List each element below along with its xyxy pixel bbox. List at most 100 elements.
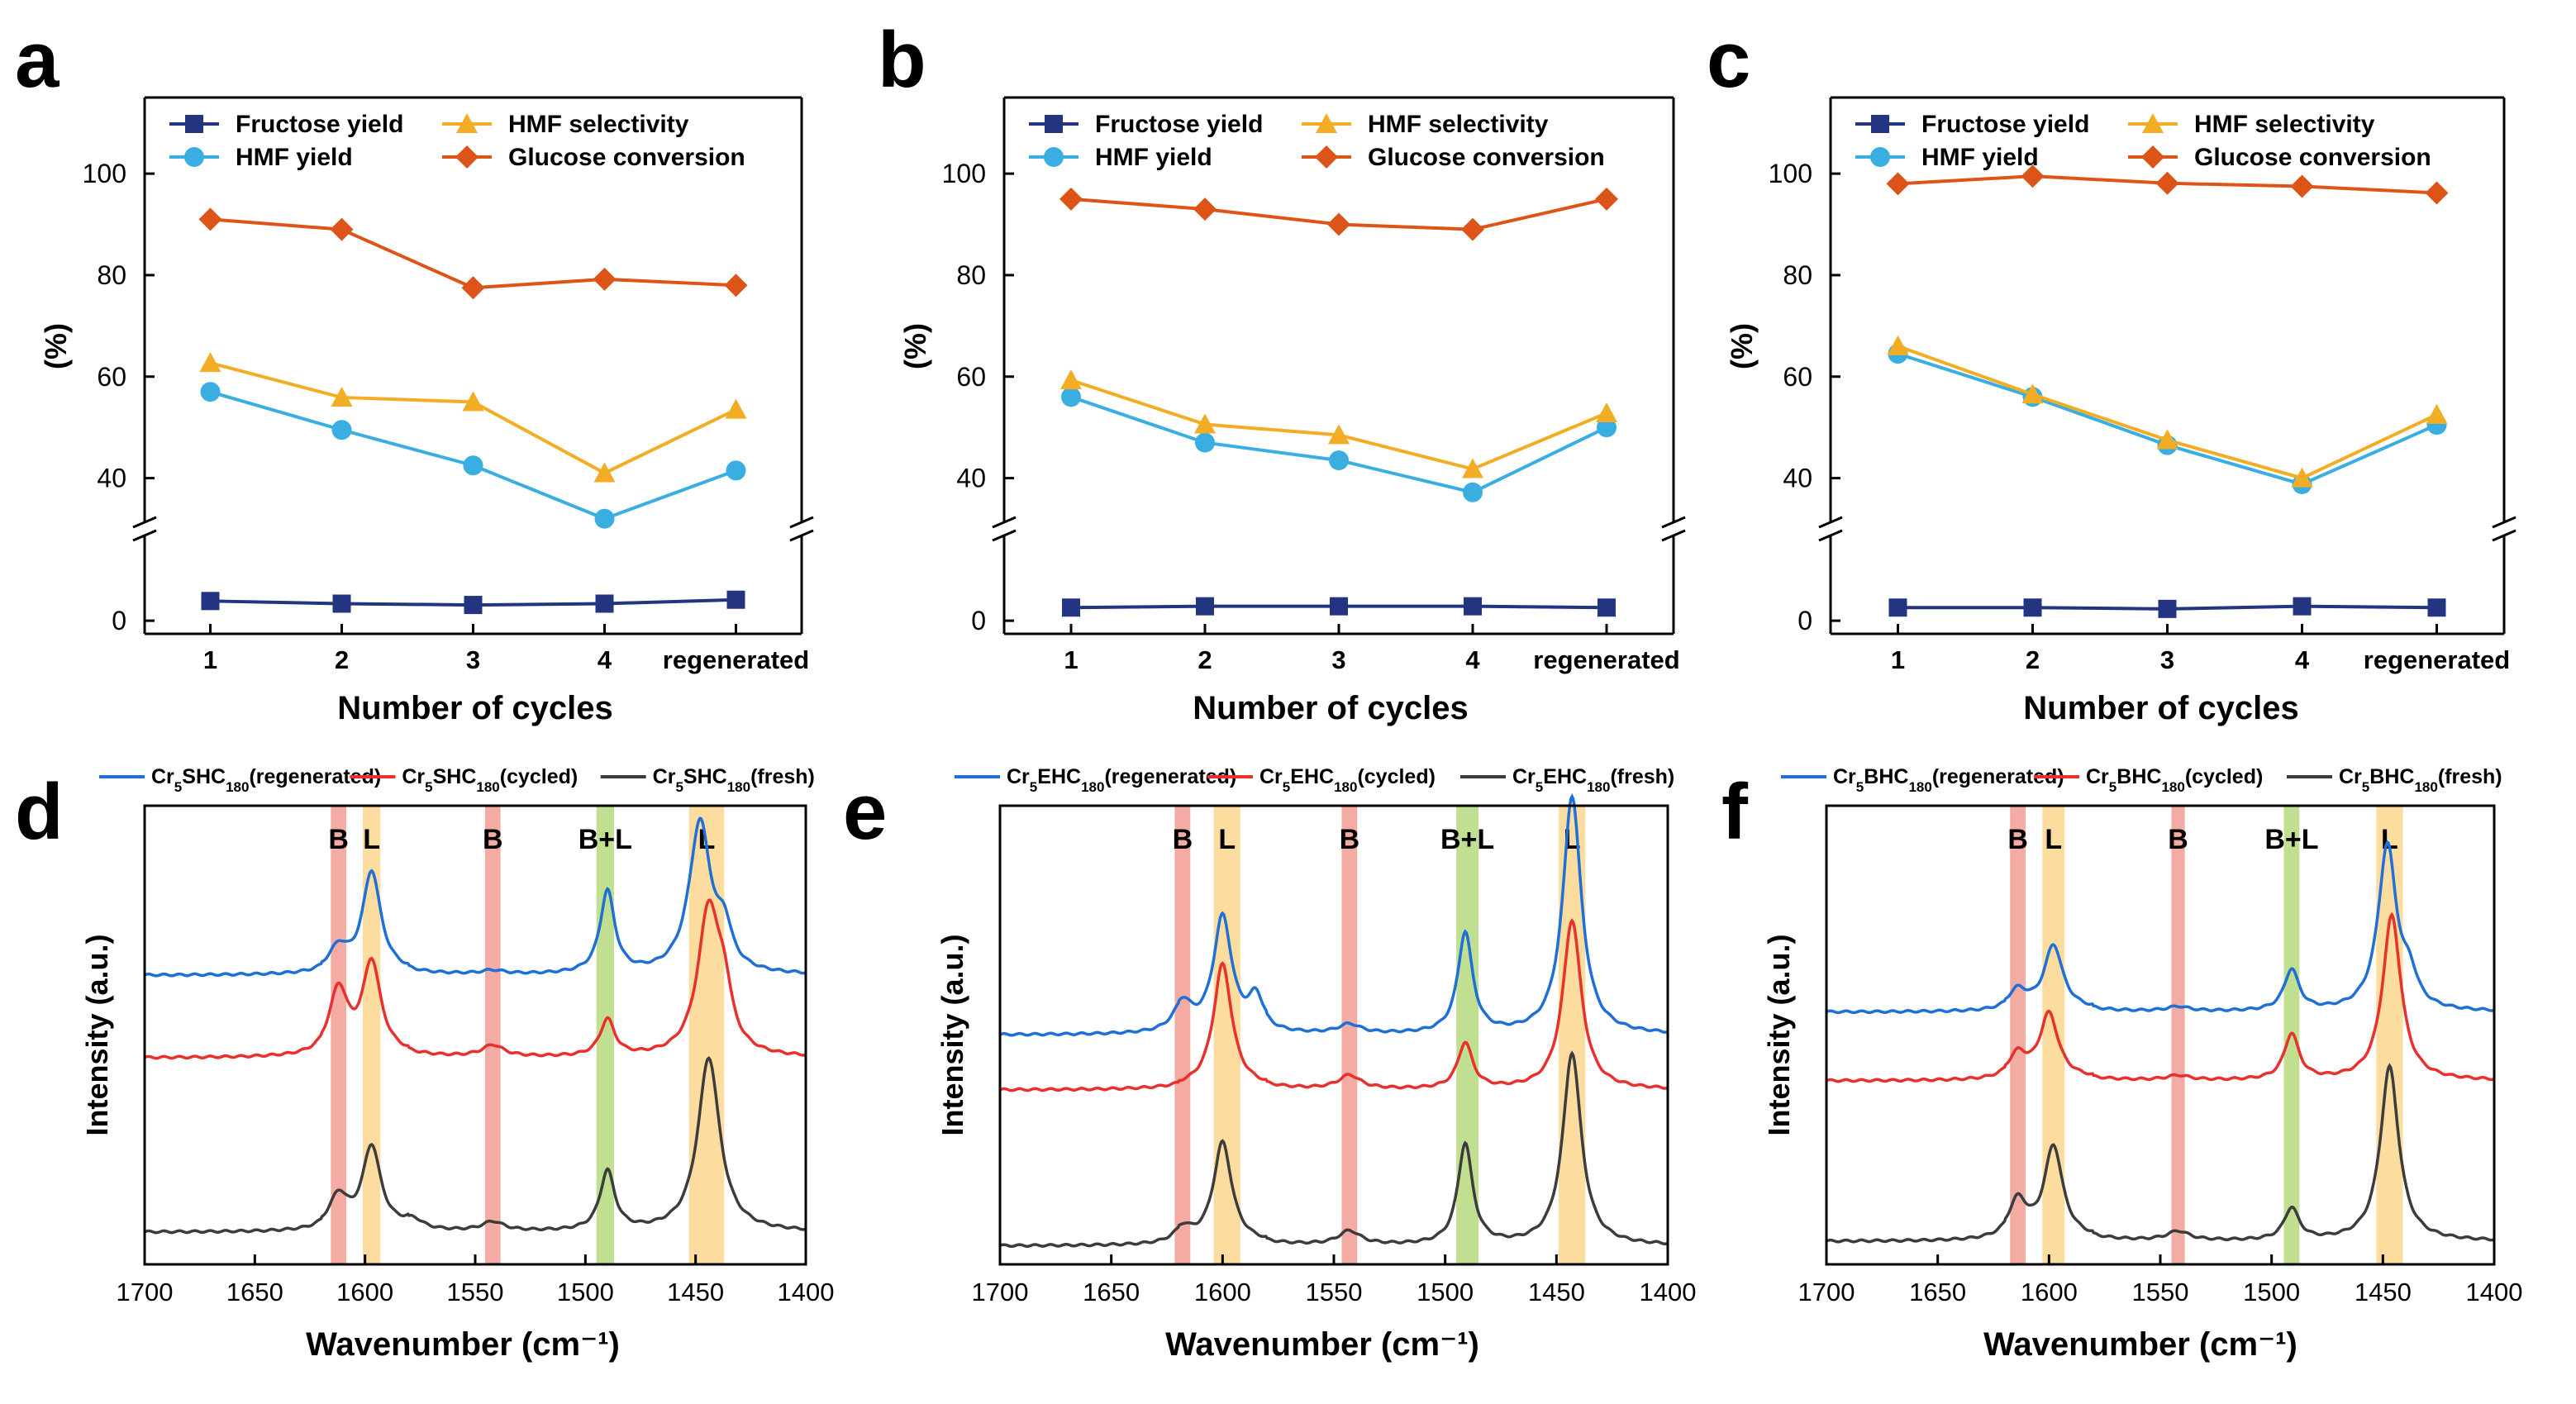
x-tick-label: 1600 [2021, 1278, 2078, 1306]
data-point-hmf_yield [594, 508, 615, 529]
data-point-hmf_sel [2291, 467, 2313, 488]
legend-subscript: 180 [2414, 779, 2437, 795]
spectrum-regenerated [144, 816, 807, 978]
legend-label-cycled: Cr5SHC180(cycled) [402, 765, 578, 795]
band-label: L [363, 824, 380, 855]
y-tick-label: 80 [97, 260, 126, 290]
legend-label-fructose: Fructose yield [236, 111, 403, 138]
data-point-hmf_sel [1194, 413, 1216, 434]
y-axis-title: (%) [1725, 323, 1759, 369]
legend-text: SHC [433, 765, 477, 788]
legend-label-cycled: Cr5EHC180(cycled) [1259, 765, 1436, 795]
data-point-fructose [726, 590, 745, 609]
legend-subscript: 180 [1081, 779, 1104, 795]
x-tick-label: 1500 [557, 1278, 614, 1306]
data-point-glucose [198, 207, 222, 231]
x-tick-label: 1650 [1909, 1278, 1966, 1306]
legend-marker-hmf_sel [456, 113, 478, 133]
legend-label-fructose: Fructose yield [1095, 111, 1263, 138]
x-tick-label: 3 [466, 645, 480, 674]
legend-subscript: 180 [1334, 779, 1357, 795]
y-tick-label: 60 [97, 362, 126, 392]
legend-subscript: 5 [675, 779, 683, 795]
panel-label-e: e [843, 768, 887, 856]
data-point-hmf_yield [1463, 482, 1483, 502]
data-point-hmf_yield [1195, 432, 1215, 453]
legend-text: Cr [402, 765, 425, 788]
x-tick-label: 3 [2160, 645, 2174, 674]
y-tick-label: 0 [1797, 606, 1812, 635]
legend-text: EHC [1290, 765, 1334, 788]
legend-subscript: 180 [476, 779, 499, 795]
x-tick-label: 1 [1064, 645, 1078, 674]
legend-subscript: 180 [1587, 779, 1610, 795]
legend-label-fresh: Cr5EHC180(fresh) [1512, 765, 1674, 795]
legend-text: Cr [1007, 765, 1030, 788]
data-point-hmf_sel [2156, 429, 2178, 450]
x-tick-label: 4 [1465, 645, 1480, 674]
data-point-fructose [1062, 598, 1080, 617]
legend-label-cycled: Cr5BHC180(cycled) [2086, 765, 2263, 795]
legend-label-hmf_sel: HMF selectivity [1368, 111, 1549, 138]
legend-text: Cr [1833, 765, 1856, 788]
data-point-glucose [1327, 212, 1350, 236]
band-BL [1456, 806, 1479, 1264]
legend-text: Cr [1512, 765, 1536, 788]
data-point-fructose [464, 596, 483, 615]
legend-label-glucose: Glucose conversion [508, 144, 745, 171]
data-point-hmf_yield [1061, 387, 1081, 407]
legend-subscript: 5 [174, 779, 182, 795]
data-point-glucose [2425, 181, 2449, 205]
legend-text: (cycled) [2185, 765, 2263, 788]
x-axis-title: Wavenumber (cm⁻¹) [306, 1326, 620, 1363]
x-axis-title: Number of cycles [1193, 690, 1468, 726]
legend-text: BHC [2369, 765, 2414, 788]
data-point-hmf_sel [199, 352, 221, 373]
axis-break-mark [789, 529, 814, 542]
legend-label-regenerated: Cr5SHC180(regenerated) [151, 765, 381, 795]
legend-subscript: 5 [2109, 779, 2117, 795]
legend-label-hmf_yield: HMF yield [1921, 144, 2039, 171]
band-label: B+L [579, 824, 632, 855]
band-label: B+L [1440, 824, 1494, 855]
legend-text: Cr [1259, 765, 1283, 788]
data-point-glucose [1059, 187, 1083, 211]
legend-marker-fructose [1871, 115, 1889, 133]
data-point-fructose [1598, 598, 1616, 617]
legend-text: (cycled) [500, 765, 578, 788]
legend-text: Cr [2339, 765, 2362, 788]
legend-text: (fresh) [2438, 765, 2502, 788]
legend-marker-glucose [2141, 145, 2164, 169]
y-axis-title: (%) [898, 323, 932, 369]
legend-label-hmf_sel: HMF selectivity [508, 111, 689, 138]
band-B [2171, 806, 2185, 1264]
band-label: B [1173, 824, 1193, 855]
data-point-hmf_yield [463, 455, 483, 476]
data-point-fructose [2023, 598, 2042, 617]
data-point-fructose [2293, 597, 2312, 616]
x-tick-label: 2 [2026, 645, 2040, 674]
band-B [1341, 806, 1358, 1264]
legend-text: SHC [683, 765, 727, 788]
legend-label-glucose: Glucose conversion [2194, 144, 2431, 171]
data-point-hmf_sel [1328, 424, 1350, 445]
legend-text: BHC [1864, 765, 1908, 788]
data-point-hmf_sel [331, 386, 353, 407]
data-point-glucose [2155, 171, 2179, 195]
axis-break-mark [1818, 529, 1843, 542]
data-point-glucose [330, 217, 354, 241]
x-tick-label: 1500 [1417, 1278, 1474, 1306]
legend-label-hmf_yield: HMF yield [1095, 144, 1212, 171]
axis-break-mark [789, 516, 814, 529]
y-tick-label: 0 [112, 606, 126, 635]
data-point-glucose [2021, 164, 2045, 188]
axis-break-mark [2492, 529, 2516, 542]
axis-break-mark [1661, 529, 1686, 542]
panel-label-c: c [1707, 16, 1750, 104]
band-L [2042, 806, 2065, 1264]
spectrum-fresh [999, 1050, 1669, 1249]
x-tick-label: 1550 [447, 1278, 504, 1306]
data-point-glucose [2290, 174, 2314, 198]
x-tick-label: 1600 [1194, 1278, 1251, 1306]
